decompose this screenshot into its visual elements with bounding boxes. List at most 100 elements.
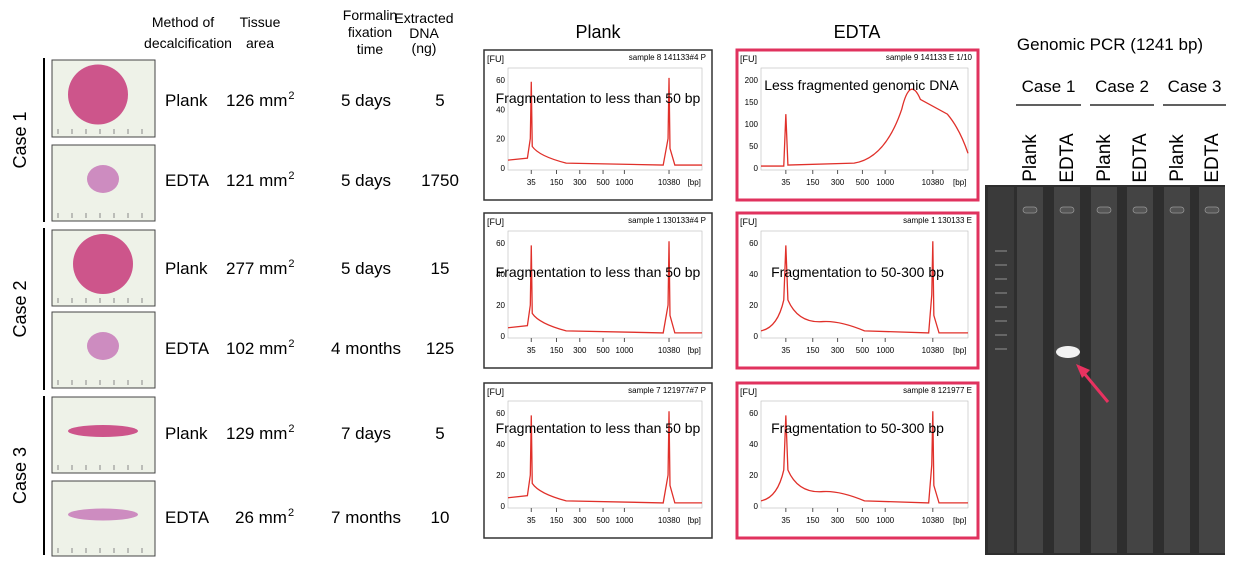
gel-case-label: Case 3 <box>1168 77 1222 96</box>
panel-note: Fragmentation to less than 50 bp <box>496 420 701 436</box>
fu-label: [FU] <box>740 54 757 64</box>
marker-band <box>995 306 1007 308</box>
y-tick-label: 60 <box>496 76 505 85</box>
tissue-area: 129 mm <box>226 424 287 443</box>
fixation-time: 5 days <box>341 259 391 278</box>
fu-label: [FU] <box>487 54 504 64</box>
case-label: Case 3 <box>10 447 30 504</box>
y-tick-label: 150 <box>745 98 759 107</box>
header-area: area <box>246 35 274 51</box>
case-label: Case 2 <box>10 280 30 337</box>
x-tick-label: 150 <box>550 346 564 355</box>
y-tick-label: 0 <box>501 502 506 511</box>
x-tick-label: 1000 <box>616 178 634 187</box>
sample-label: sample 8 141133#4 P <box>629 53 706 62</box>
header-time: fixation <box>348 24 392 40</box>
x-tick-label: 1000 <box>616 516 634 525</box>
sample-label: sample 8 121977 E <box>903 386 972 395</box>
column-title: Genomic PCR (1241 bp) <box>1017 35 1203 54</box>
tissue-area: 102 mm <box>226 339 287 358</box>
y-tick-label: 20 <box>496 301 505 310</box>
panel-frame <box>484 383 712 538</box>
tissue-section <box>68 425 138 437</box>
lane-label: EDTA <box>1130 133 1151 183</box>
y-tick-label: 0 <box>754 502 759 511</box>
marker-band <box>995 250 1007 252</box>
x-tick-label: 1000 <box>876 178 894 187</box>
y-tick-label: 40 <box>496 105 505 114</box>
extracted-dna: 5 <box>435 91 444 110</box>
x-tick-label: 300 <box>573 178 587 187</box>
method: Plank <box>165 259 208 278</box>
x-tick-label: 10380 <box>922 516 945 525</box>
lane-label: Plank <box>1020 134 1041 182</box>
extracted-dna: 5 <box>435 424 444 443</box>
x-tick-label: 10380 <box>922 178 945 187</box>
gel-lane <box>1017 187 1043 553</box>
fixation-time: 4 months <box>331 339 401 358</box>
x-tick-label: 150 <box>806 178 820 187</box>
y-tick-label: 20 <box>749 301 758 310</box>
y-tick-label: 0 <box>754 332 759 341</box>
header-dna: Extracted <box>394 10 453 26</box>
method: EDTA <box>165 339 210 358</box>
pcr-band <box>1056 346 1080 358</box>
sample-label: sample 1 130133 E <box>903 216 972 225</box>
x-tick-label: [bp] <box>688 516 701 525</box>
method: EDTA <box>165 508 210 527</box>
tissue-section <box>68 509 138 521</box>
extracted-dna: 1750 <box>421 171 459 190</box>
header-method: Method of <box>152 14 214 30</box>
fixation-time: 7 days <box>341 424 391 443</box>
fixation-time: 7 months <box>331 508 401 527</box>
panel-frame <box>484 213 712 368</box>
y-tick-label: 20 <box>496 471 505 480</box>
x-tick-label: 35 <box>527 346 536 355</box>
figure: Method ofdecalcificationTissueareaFormal… <box>0 0 1239 558</box>
x-tick-label: 1000 <box>876 516 894 525</box>
method: Plank <box>165 424 208 443</box>
x-tick-label: [bp] <box>688 346 701 355</box>
area-exponent: 2 <box>288 507 294 519</box>
gel-well <box>1133 207 1147 213</box>
area-exponent: 2 <box>288 338 294 350</box>
y-tick-label: 0 <box>501 332 506 341</box>
lane-label: EDTA <box>1057 133 1078 183</box>
x-tick-label: 300 <box>831 178 845 187</box>
tissue-section <box>87 165 119 193</box>
method: EDTA <box>165 171 210 190</box>
y-tick-label: 60 <box>749 239 758 248</box>
x-tick-label: 10380 <box>658 516 681 525</box>
y-tick-label: 40 <box>749 440 758 449</box>
x-tick-label: [bp] <box>688 178 701 187</box>
header-method: decalcification <box>144 35 232 51</box>
y-tick-label: 100 <box>745 120 759 129</box>
gel-lane <box>1127 187 1153 553</box>
panel-frame <box>737 213 978 368</box>
x-tick-label: 500 <box>856 346 870 355</box>
x-tick-label: [bp] <box>953 178 966 187</box>
header-dna: (ng) <box>412 40 437 56</box>
x-tick-label: 35 <box>781 346 790 355</box>
header-dna: DNA <box>409 25 439 41</box>
y-tick-label: 60 <box>496 409 505 418</box>
gel-well <box>1097 207 1111 213</box>
x-tick-label: 10380 <box>658 346 681 355</box>
fu-label: [FU] <box>487 387 504 397</box>
x-tick-label: [bp] <box>953 516 966 525</box>
gel-well <box>1023 207 1037 213</box>
gel-lane <box>1091 187 1117 553</box>
tissue-area: 26 mm <box>235 508 287 527</box>
method: Plank <box>165 91 208 110</box>
gel-well <box>1205 207 1219 213</box>
gel-case-label: Case 1 <box>1022 77 1076 96</box>
y-tick-label: 60 <box>749 409 758 418</box>
marker-band <box>995 348 1007 350</box>
x-tick-label: 300 <box>573 346 587 355</box>
x-tick-label: 300 <box>573 516 587 525</box>
fu-label: [FU] <box>740 217 757 227</box>
x-tick-label: [bp] <box>953 346 966 355</box>
gel-case-label: Case 2 <box>1095 77 1149 96</box>
marker-lane <box>988 187 1014 553</box>
tissue-area: 121 mm <box>226 171 287 190</box>
